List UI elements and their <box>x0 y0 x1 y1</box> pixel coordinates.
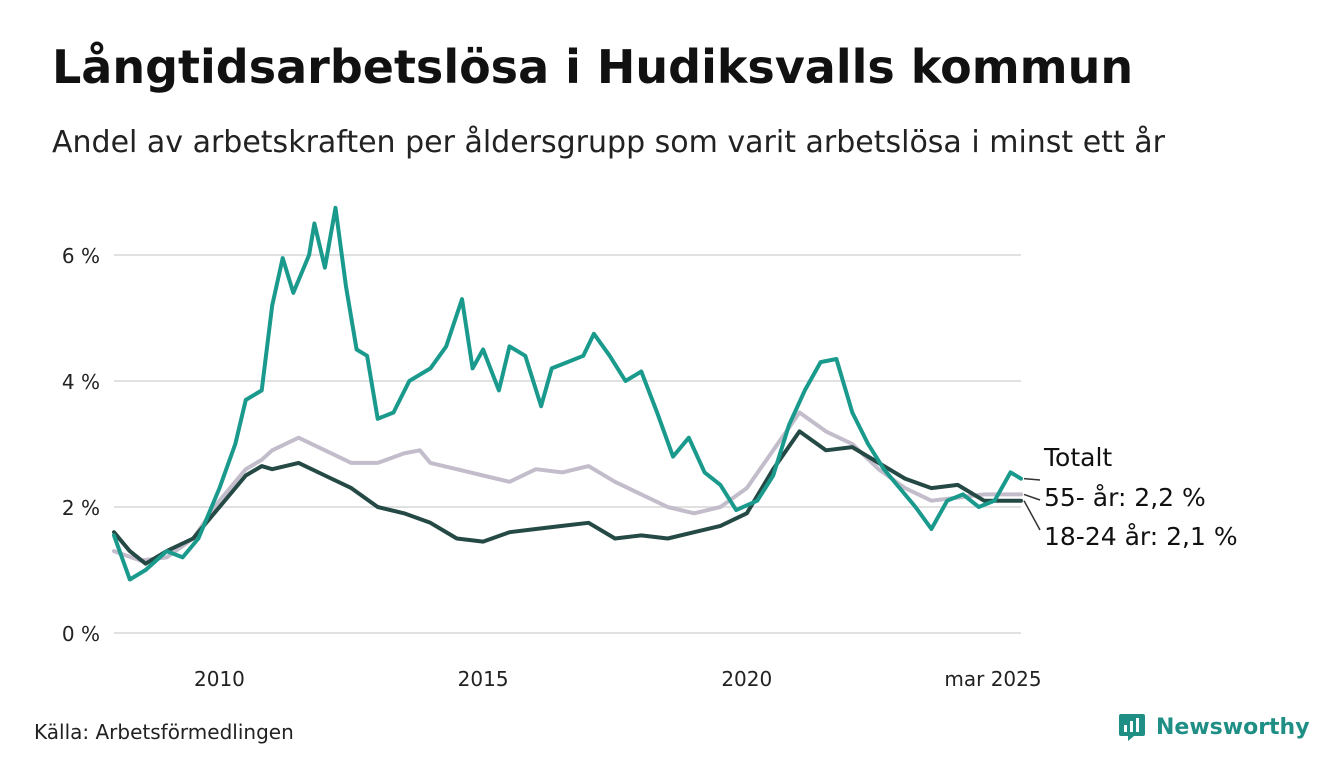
chart-subtitle: Andel av arbetskraften per åldersgrupp s… <box>52 125 1165 160</box>
line-chart: 0 % 2 % 4 % 6 % 2010 2015 2020 mar 2025 Totalt… <box>62 205 1238 691</box>
leader-line <box>1023 500 1041 531</box>
y-tick-label: 6 % <box>62 244 100 268</box>
brand-name: Newsworthy <box>1156 714 1310 740</box>
x-tick-label: 2010 <box>194 667 245 691</box>
leader-line <box>1023 477 1041 481</box>
x-tick-label: 2015 <box>458 667 509 691</box>
y-tick-label: 4 % <box>62 370 100 394</box>
series-end-label: Totalt <box>1043 443 1112 472</box>
grid-layer <box>114 254 1021 634</box>
x-axis-ticks: 2010 2015 2020 mar 2025 <box>194 667 1042 691</box>
end-labels: Totalt 55- år: 2,2 % 18-24 år: 2,1 % <box>1023 443 1238 551</box>
series-line-totalt <box>112 205 1023 582</box>
series-end-label: 18-24 år: 2,1 % <box>1044 522 1238 551</box>
y-tick-label: 0 % <box>62 622 100 646</box>
series-end-label: 55- år: 2,2 % <box>1044 483 1206 512</box>
y-tick-label: 2 % <box>62 496 100 520</box>
newsworthy-logo-icon <box>1119 714 1145 741</box>
chart-title: Långtidsarbetslösa i Hudiksvalls kommun <box>52 40 1134 94</box>
series-layer <box>112 205 1023 582</box>
series-line-age18-24 <box>112 429 1023 566</box>
series-line-age55 <box>112 410 1023 563</box>
leader-line <box>1023 493 1041 501</box>
y-axis-ticks: 0 % 2 % 4 % 6 % <box>62 244 100 646</box>
x-tick-label: mar 2025 <box>944 667 1041 691</box>
source-note: Källa: Arbetsförmedlingen <box>34 720 294 744</box>
x-tick-label: 2020 <box>721 667 772 691</box>
brand[interactable]: Newsworthy <box>1118 712 1310 742</box>
